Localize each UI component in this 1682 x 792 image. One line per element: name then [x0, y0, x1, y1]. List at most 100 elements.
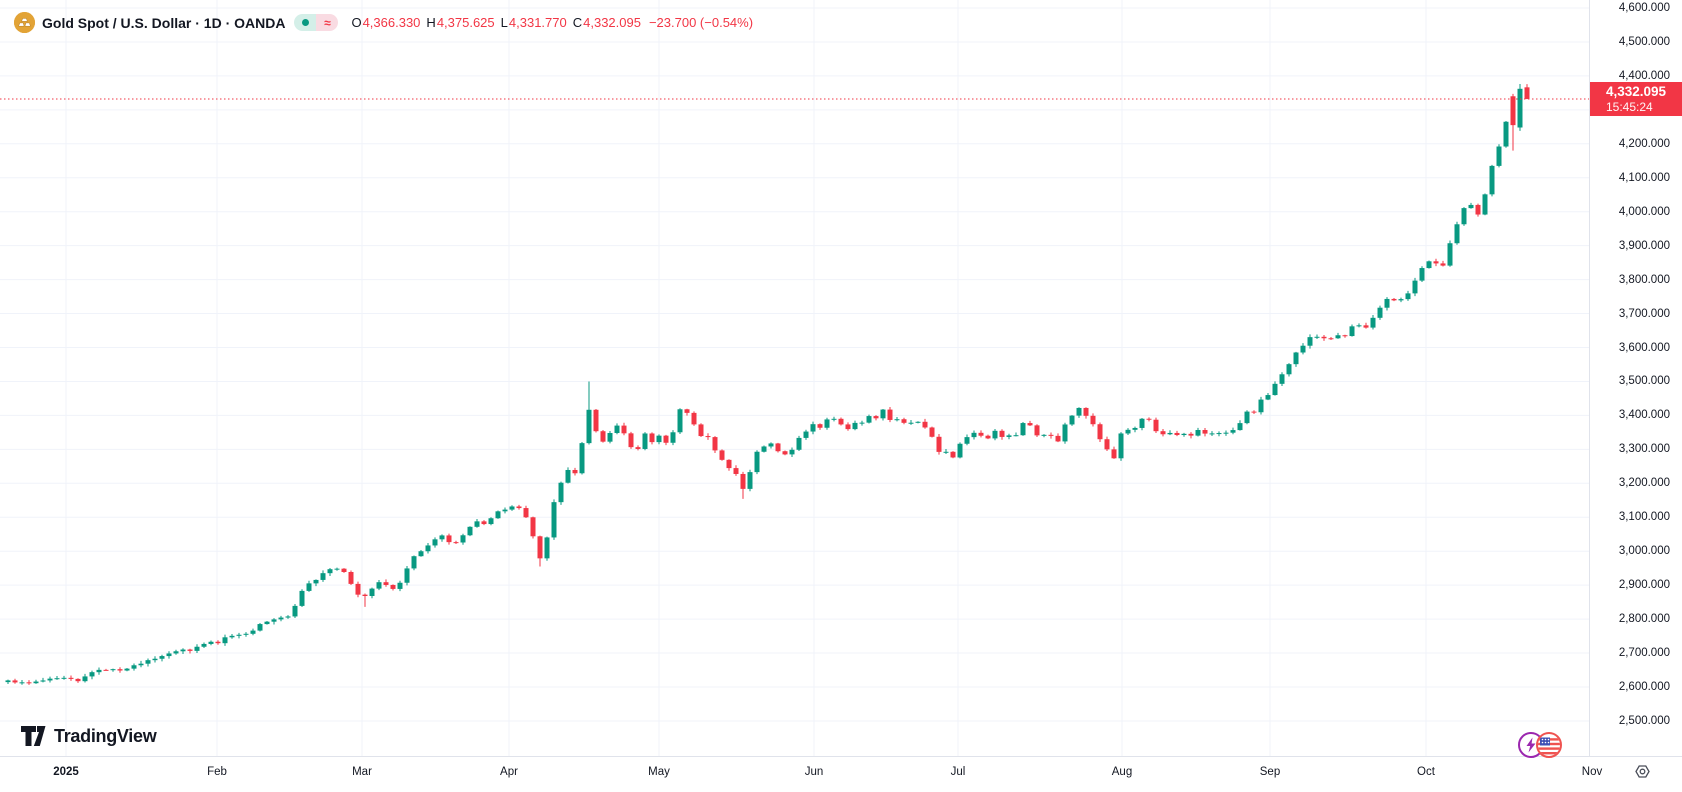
- candle-body: [460, 535, 466, 543]
- candle-body: [1412, 280, 1418, 294]
- candle-body: [439, 535, 445, 540]
- candle-body: [320, 573, 326, 580]
- candle-body: [68, 677, 74, 679]
- candle-body: [1286, 364, 1292, 375]
- candle-body: [1209, 433, 1215, 435]
- candle-body: [1153, 419, 1159, 432]
- candle-body: [1398, 299, 1404, 301]
- tradingview-mark-icon: [21, 726, 46, 746]
- candle-body: [1489, 165, 1495, 195]
- candle-body: [26, 682, 32, 684]
- candle-body: [495, 511, 501, 519]
- candle-body: [96, 669, 102, 673]
- candle-body: [768, 443, 774, 447]
- candle-body: [82, 676, 88, 682]
- candle-body: [411, 556, 417, 569]
- candle-body: [208, 641, 214, 644]
- candle-body: [565, 469, 571, 483]
- candle-body: [313, 579, 319, 584]
- candle-body: [1118, 433, 1124, 459]
- candle-body: [1496, 146, 1502, 166]
- data-provider-badges[interactable]: [1516, 730, 1564, 760]
- candle-body: [873, 416, 879, 419]
- candle-body: [180, 649, 186, 652]
- candle-body: [1055, 435, 1061, 442]
- candle-body: [1013, 435, 1019, 437]
- candle-body: [40, 680, 46, 682]
- gold-symbol-icon: [14, 12, 35, 33]
- axis-settings-gear-icon[interactable]: [1634, 763, 1651, 780]
- candle-body: [159, 656, 165, 659]
- ohlc-legend: O 4,366.330 H 4,375.625 L 4,331.770 C 4,332.…: [351, 15, 753, 30]
- candle-body: [1041, 434, 1047, 436]
- candle-body: [866, 416, 872, 423]
- symbol-title[interactable]: Gold Spot / U.S. Dollar · 1D · OANDA: [42, 14, 286, 31]
- candle-body: [719, 450, 725, 460]
- price-tick-label: 4,100.000: [1618, 171, 1670, 184]
- candle-body: [1202, 430, 1208, 434]
- tradingview-logo[interactable]: TradingView: [20, 725, 157, 747]
- candle-body: [943, 451, 949, 453]
- candle-body: [1139, 418, 1145, 428]
- candle-body: [194, 646, 200, 651]
- time-tick-label: May: [648, 766, 670, 778]
- candle-body: [1314, 336, 1320, 338]
- low-label: L: [500, 15, 508, 30]
- candle-body: [89, 672, 95, 677]
- candle-body: [852, 422, 858, 430]
- price-tick-label: 3,000.000: [1618, 545, 1670, 558]
- time-tick-label: 2025: [53, 766, 79, 778]
- candle-body: [488, 518, 494, 525]
- candle-body: [145, 660, 151, 664]
- candle-body: [593, 409, 599, 432]
- price-tick-label: 2,800.000: [1618, 613, 1670, 626]
- candle-body: [810, 424, 816, 432]
- candle-body: [754, 451, 760, 473]
- candle-body: [1027, 423, 1033, 426]
- price-tick-label: 3,900.000: [1618, 239, 1670, 252]
- candle-body: [1510, 96, 1516, 126]
- candle-body: [761, 446, 767, 452]
- candle-body: [663, 435, 669, 443]
- open-value: 4,366.330: [362, 15, 421, 30]
- candle-body: [341, 568, 347, 572]
- candle-body: [1419, 268, 1425, 281]
- time-tick-label: Oct: [1417, 766, 1435, 778]
- candle-body: [1083, 407, 1089, 416]
- candle-body: [1272, 383, 1278, 396]
- candle-body: [796, 437, 802, 450]
- candle-body: [19, 682, 25, 684]
- candle-body: [607, 433, 613, 442]
- price-scale[interactable]: 4,600.000 4,500.000 4,400.000 4,200.000 4,10…: [1589, 0, 1682, 756]
- time-tick-label: Jul: [950, 766, 966, 778]
- candle-body: [516, 506, 522, 509]
- candle-body: [649, 433, 655, 443]
- price-tick-label: 2,700.000: [1618, 647, 1670, 660]
- candle-body: [1265, 395, 1271, 400]
- candle-body: [929, 427, 935, 437]
- candle-body: [138, 663, 144, 666]
- candle-body: [537, 536, 543, 559]
- candle-body: [215, 641, 221, 644]
- candle-body: [250, 630, 256, 634]
- time-tick-label: Aug: [1111, 766, 1133, 778]
- candle-body: [999, 430, 1005, 437]
- candle-body: [530, 517, 536, 537]
- candle-body: [642, 433, 648, 449]
- candle-body: [579, 443, 585, 474]
- candle-body: [425, 545, 431, 552]
- candle-body: [1503, 121, 1509, 147]
- candle-body: [600, 431, 606, 442]
- candle-body: [1167, 432, 1173, 435]
- price-tick-label: 3,800.000: [1618, 273, 1670, 286]
- candle-body: [54, 678, 60, 680]
- candle-body: [348, 571, 354, 584]
- candle-body: [1482, 194, 1488, 215]
- market-status-pill[interactable]: ≈: [294, 14, 339, 31]
- candle-body: [684, 409, 690, 413]
- candle-body: [271, 619, 277, 622]
- time-scale[interactable]: 2025 Feb Mar Apr May Jun Jul Aug Sep Oct Nov: [0, 756, 1682, 792]
- candle-body: [1517, 88, 1523, 128]
- candlestick-chart-pane[interactable]: [0, 0, 1682, 756]
